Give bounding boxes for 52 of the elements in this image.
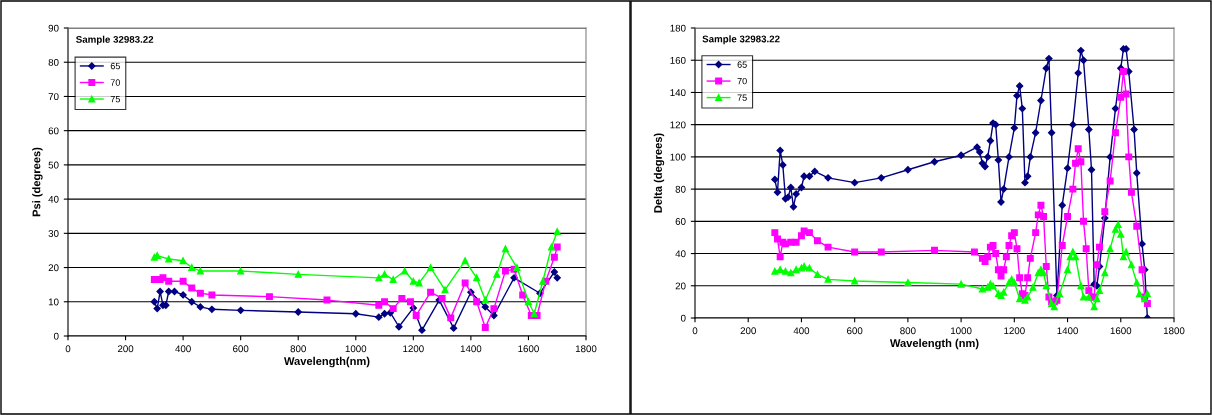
x-tick-label: 1800 — [1163, 327, 1185, 335]
legend-label: 75 — [737, 94, 747, 101]
x-tick-label: 200 — [740, 327, 756, 335]
x-tick-label: 0 — [65, 345, 71, 353]
x-tick-label: 1200 — [403, 345, 424, 353]
y-tick-label: 90 — [48, 24, 59, 32]
y-tick-label: 180 — [670, 24, 686, 32]
y-tick-label: 100 — [670, 153, 686, 161]
legend-label: 70 — [110, 79, 120, 86]
y-tick-label: 30 — [48, 230, 59, 237]
y-tick-label: 10 — [48, 298, 59, 306]
y-tick-label: 40 — [675, 250, 686, 258]
y-tick-label: 50 — [48, 161, 59, 169]
x-tick-label: 600 — [847, 327, 863, 335]
x-axis-title: Wavelength (nm) — [889, 338, 979, 350]
y-tick-label: 20 — [48, 264, 59, 272]
y-tick-label: 0 — [53, 332, 59, 340]
x-tick-label: 200 — [117, 345, 134, 353]
x-tick-label: 1800 — [575, 345, 597, 353]
y-tick-label: 60 — [48, 127, 59, 135]
y-tick-label: 80 — [48, 58, 59, 66]
x-tick-label: 1600 — [518, 345, 539, 353]
legend-label: 65 — [110, 62, 120, 70]
x-tick-label: 1200 — [1004, 327, 1025, 335]
y-tick-label: 40 — [48, 195, 59, 203]
x-tick-label: 400 — [793, 327, 810, 335]
x-tick-label: 600 — [233, 345, 249, 353]
x-tick-label: 800 — [290, 345, 306, 353]
x-axis-title: Wavelength(nm) — [284, 356, 370, 368]
y-tick-label: 0 — [680, 314, 686, 322]
legend-label: 70 — [737, 77, 747, 85]
x-tick-label: 1000 — [951, 327, 972, 335]
y-axis-title: Delta (degrees) — [653, 133, 665, 213]
y-tick-label: 70 — [48, 93, 59, 101]
y-tick-label: 60 — [675, 218, 686, 225]
y-tick-label: 160 — [670, 56, 686, 64]
legend-label: 65 — [737, 61, 747, 68]
y-tick-label: 20 — [675, 282, 686, 290]
y-tick-label: 140 — [670, 89, 686, 97]
y-tick-label: 80 — [675, 185, 686, 193]
legend-label: 75 — [110, 95, 120, 103]
text: Sample 32983.22 — [76, 35, 154, 45]
x-tick-label: 1000 — [345, 345, 367, 353]
x-tick-label: 400 — [175, 345, 191, 353]
y-tick-label: 120 — [670, 121, 686, 129]
x-tick-label: 1600 — [1110, 327, 1132, 335]
x-tick-label: 1400 — [1057, 327, 1078, 335]
x-tick-label: 1400 — [460, 345, 482, 353]
x-tick-label: 800 — [900, 327, 916, 335]
text: Sample 32983.22 — [702, 35, 780, 45]
x-tick-label: 0 — [692, 327, 698, 335]
y-axis-title: Psi (degrees) — [32, 147, 43, 217]
